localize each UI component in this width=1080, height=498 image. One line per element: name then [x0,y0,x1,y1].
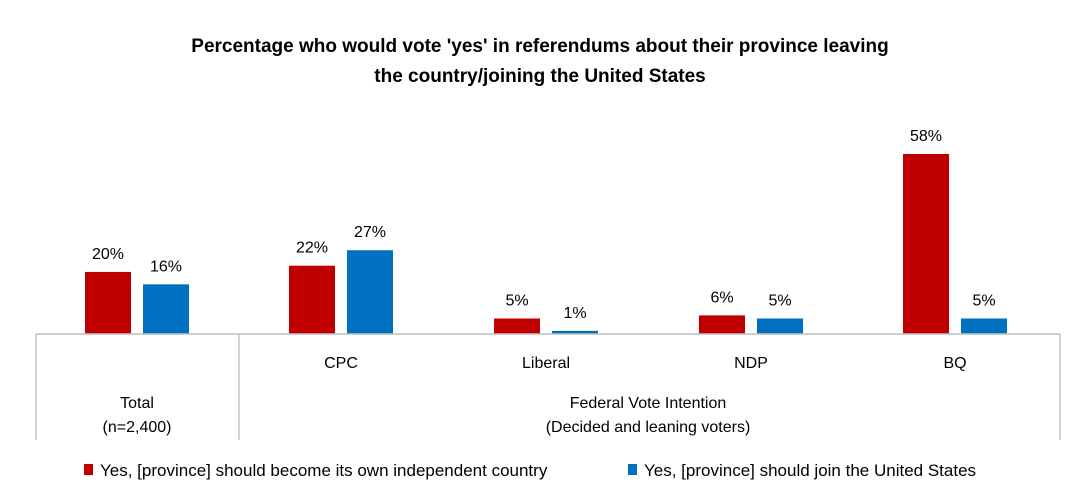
bar-cpc-join-us [347,250,393,334]
data-label-total-independent: 20% [92,246,124,263]
legend-label-join-us: Yes, [province] should join the United S… [644,461,976,480]
bar-bq-independent [903,154,949,334]
legend-swatch-independent [84,464,93,475]
tick-label-total: Total [120,395,154,412]
bar-total-join-us [143,284,189,334]
data-label-ndp-independent: 6% [710,289,733,306]
data-label-ndp-join-us: 5% [768,292,791,309]
tick-label-bq: BQ [943,355,966,372]
tick-label-ndp: NDP [734,355,768,372]
tick-label-cpc: CPC [324,355,358,372]
bar-cpc-independent [289,265,335,334]
legend-swatch-join-us [628,464,637,475]
group-subtitle: (Decided and leaning voters) [546,419,751,436]
data-label-cpc-join-us: 27% [354,224,386,241]
bar-total-independent [85,271,131,334]
tick-label-liberal: Liberal [522,355,570,372]
group-title: Federal Vote Intention [570,395,727,412]
bar-liberal-independent [494,318,540,334]
data-label-liberal-independent: 5% [505,292,528,309]
chart-title-line-1: Percentage who would vote 'yes' in refer… [191,36,888,57]
bar-ndp-independent [699,315,745,334]
bars-group: 20% 22% 5% 6% 58% 16% 27% 1% 5% 5% [85,128,1007,334]
bar-liberal-join-us [552,330,598,334]
data-label-cpc-independent: 22% [296,240,328,257]
bar-bq-join-us [961,318,1007,334]
tick-label-total-sub: (n=2,400) [103,419,172,436]
data-label-bq-independent: 58% [910,128,942,145]
legend-label-independent: Yes, [province] should become its own in… [100,461,548,480]
chart-title-line-2: the country/joining the United States [374,66,705,87]
data-label-total-join-us: 16% [150,258,182,275]
bar-ndp-join-us [757,318,803,334]
data-label-bq-join-us: 5% [972,292,995,309]
data-label-liberal-join-us: 1% [563,305,586,322]
